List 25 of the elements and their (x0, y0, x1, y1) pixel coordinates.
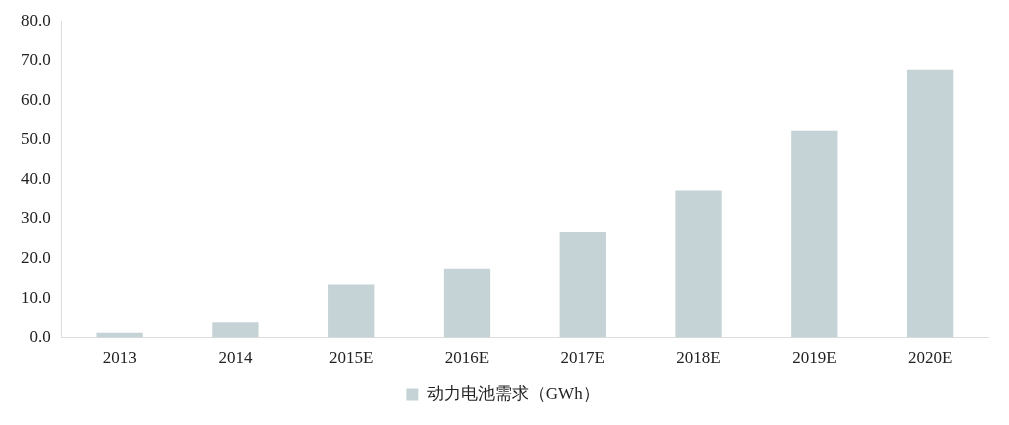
bar (559, 232, 606, 338)
x-tick-label: 2018E (676, 348, 721, 368)
legend-label: 动力电池需求（GWh） (426, 383, 600, 403)
y-tick-label: 40.0 (21, 168, 51, 188)
y-tick-label: 10.0 (21, 287, 51, 307)
y-tick-label: 0.0 (29, 327, 51, 347)
bar (443, 268, 491, 338)
y-tick-label: 20.0 (21, 247, 51, 267)
x-tick-label: 2013 (102, 348, 137, 368)
x-tick-label: 2017E (560, 348, 605, 368)
bar (791, 130, 838, 338)
x-tick-label: 2014 (218, 348, 253, 368)
bar (212, 322, 259, 338)
y-tick-label: 70.0 (21, 50, 51, 70)
x-tick-label: 2016E (444, 348, 490, 368)
x-tick-label: 2019E (792, 348, 837, 368)
bar (328, 284, 375, 338)
y-tick-label: 60.0 (21, 89, 51, 109)
x-tick-label: 2020E (907, 348, 953, 368)
y-tick-label: 30.0 (21, 208, 51, 228)
y-tick-label: 50.0 (21, 129, 51, 149)
bar (675, 190, 722, 338)
bar (906, 69, 954, 338)
x-tick-label: 2015E (329, 348, 374, 368)
y-tick-label: 80.0 (21, 10, 51, 30)
